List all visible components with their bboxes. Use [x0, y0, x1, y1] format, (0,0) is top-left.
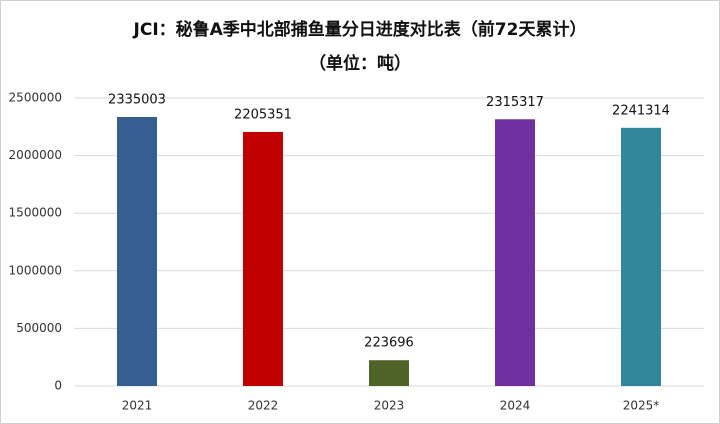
chart-subtitle: （单位：吨） — [309, 53, 411, 74]
value-label: 2241314 — [612, 103, 670, 118]
x-tick-label: 2025* — [623, 399, 660, 413]
value-label: 223696 — [364, 336, 414, 351]
x-tick-label: 2022 — [248, 399, 279, 413]
x-tick-label: 2021 — [122, 399, 153, 413]
value-label: 2315317 — [486, 95, 544, 110]
x-tick-label: 2023 — [374, 399, 405, 413]
chart-title: JCI：秘鲁A季中北部捕鱼量分日进度对比表（前72天累计） — [133, 19, 587, 40]
y-tick-label: 0 — [54, 379, 62, 393]
bar — [369, 360, 409, 386]
y-tick-label: 1500000 — [9, 206, 62, 220]
y-tick-label: 2500000 — [9, 91, 62, 105]
bar — [243, 131, 283, 386]
x-tick-label: 2024 — [500, 399, 531, 413]
y-tick-label: 500000 — [16, 321, 62, 335]
bar — [495, 119, 535, 386]
y-tick-label: 1000000 — [9, 263, 62, 277]
value-label: 2335003 — [108, 93, 166, 108]
bar — [117, 117, 157, 386]
value-label: 2205351 — [234, 107, 292, 122]
y-tick-label: 2000000 — [9, 148, 62, 162]
bar — [621, 127, 661, 386]
